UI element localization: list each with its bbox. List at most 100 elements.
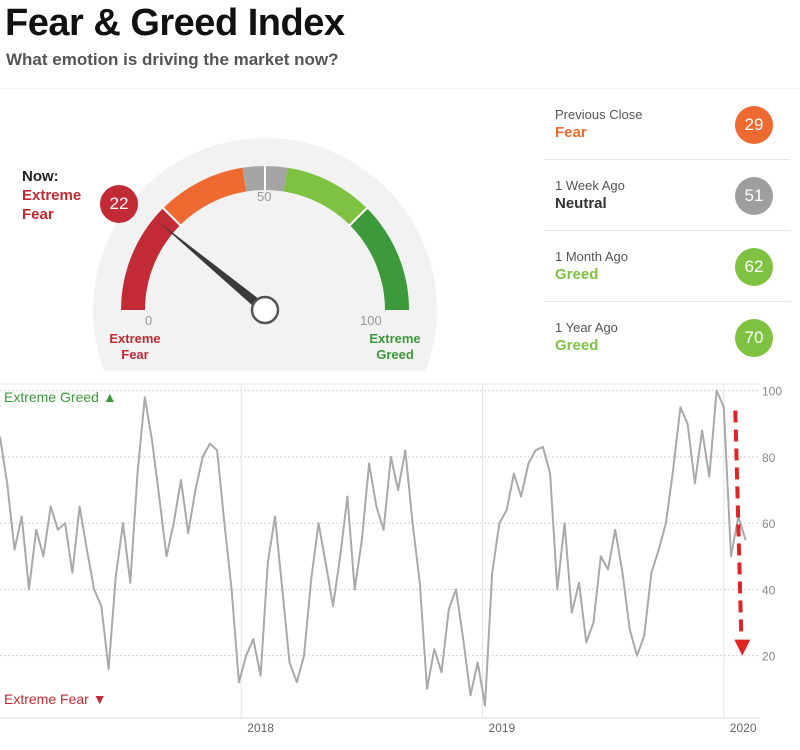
data-point — [375, 505, 378, 508]
annotation-arrow-head — [734, 639, 751, 656]
page-subtitle: What emotion is driving the market now? — [6, 50, 339, 69]
history-label: 1 Month Ago — [555, 249, 628, 264]
data-point — [324, 562, 327, 564]
data-point — [426, 688, 428, 690]
gauge-min-label: 0 — [145, 313, 153, 328]
history-row-1-year: 1 Year Ago Greed 70 — [545, 302, 790, 372]
gauge-separator — [161, 206, 183, 228]
data-point — [49, 505, 52, 508]
data-point — [86, 548, 88, 551]
history-rating: Greed — [555, 337, 599, 354]
x-tick-label: 2020 — [730, 721, 757, 735]
gauge-hub — [250, 295, 280, 325]
data-point — [274, 515, 276, 518]
data-point — [730, 555, 732, 558]
data-point — [35, 529, 37, 531]
data-point — [527, 462, 530, 465]
history-label: 1 Year Ago — [555, 320, 618, 335]
data-point — [238, 681, 240, 683]
data-point — [71, 572, 74, 574]
data-point — [578, 582, 580, 584]
data-point — [650, 572, 653, 574]
series-line — [0, 389, 747, 707]
y-tick-label: 100 — [762, 385, 782, 399]
data-point — [556, 588, 559, 591]
history-value-badge: 29 — [735, 106, 773, 144]
data-point — [310, 578, 313, 581]
data-point — [549, 472, 551, 475]
data-point — [686, 423, 689, 425]
data-point — [484, 704, 486, 707]
data-point — [440, 671, 443, 673]
data-point — [505, 509, 508, 511]
gauge-min-caption: Extreme Fear — [109, 331, 161, 362]
gauge — [93, 138, 437, 371]
data-point — [665, 522, 667, 524]
data-point — [223, 522, 226, 524]
data-point — [542, 446, 544, 448]
data-point — [621, 572, 624, 574]
gauge-panel: Now: Extreme Fear 22 0 50 100 Extreme Fe… — [0, 88, 800, 371]
data-point — [136, 472, 139, 475]
data-point — [411, 522, 414, 524]
data-point — [93, 588, 95, 591]
gauge-arc-fear — [163, 167, 247, 226]
data-point — [281, 588, 284, 591]
data-point — [585, 641, 588, 644]
gauge-arc-extreme-greed — [349, 208, 409, 311]
chart-bottom-label: Extreme Fear ▼ — [4, 691, 107, 707]
data-point — [607, 568, 609, 571]
data-point — [368, 462, 370, 465]
data-point — [144, 396, 146, 399]
data-point — [245, 654, 247, 657]
data-point — [216, 449, 218, 452]
data-point — [715, 389, 718, 392]
data-point — [209, 442, 211, 445]
data-point — [151, 439, 153, 442]
data-point — [433, 648, 436, 650]
data-point — [332, 605, 334, 607]
data-point — [6, 482, 8, 485]
data-point — [42, 555, 45, 558]
history-value-badge: 62 — [735, 248, 773, 286]
data-point — [361, 538, 363, 541]
data-point — [288, 661, 291, 664]
data-point — [592, 621, 595, 624]
data-point — [404, 449, 407, 452]
data-point — [491, 572, 494, 574]
data-point — [571, 611, 573, 614]
data-point — [723, 406, 725, 408]
history-value-badge: 51 — [735, 177, 773, 215]
data-point — [165, 555, 168, 558]
y-tick-label: 60 — [762, 517, 776, 531]
history-chart: Extreme Greed ▲ Extreme Fear ▼ 20 40 60 80 1… — [0, 383, 782, 735]
data-point — [679, 406, 682, 408]
data-point — [534, 449, 537, 452]
data-point — [100, 605, 103, 607]
now-label: Now: — [22, 168, 59, 185]
data-point — [657, 548, 660, 551]
data-point — [230, 588, 233, 591]
data-point — [296, 681, 298, 683]
data-point — [180, 479, 182, 481]
data-point — [448, 608, 450, 611]
data-point — [252, 638, 255, 640]
history-rating: Fear — [555, 124, 587, 141]
gauge-needle — [157, 220, 269, 314]
data-point — [0, 436, 1, 438]
data-point — [701, 429, 703, 432]
y-tick-label: 80 — [762, 451, 776, 465]
data-point — [469, 694, 472, 697]
page-title: Fear & Greed Index — [5, 2, 345, 44]
y-tick-label: 40 — [762, 583, 776, 597]
now-block: Now: Extreme Fear — [22, 167, 92, 224]
gauge-max-label: 100 — [360, 313, 382, 328]
history-row-previous-close: Previous Close Fear 29 — [545, 89, 790, 160]
data-point — [520, 495, 522, 498]
data-point — [57, 529, 59, 531]
data-point — [614, 529, 616, 531]
data-point — [382, 529, 385, 531]
data-point — [64, 522, 66, 524]
data-point — [643, 635, 645, 637]
gauge-arc-greed — [283, 167, 367, 226]
